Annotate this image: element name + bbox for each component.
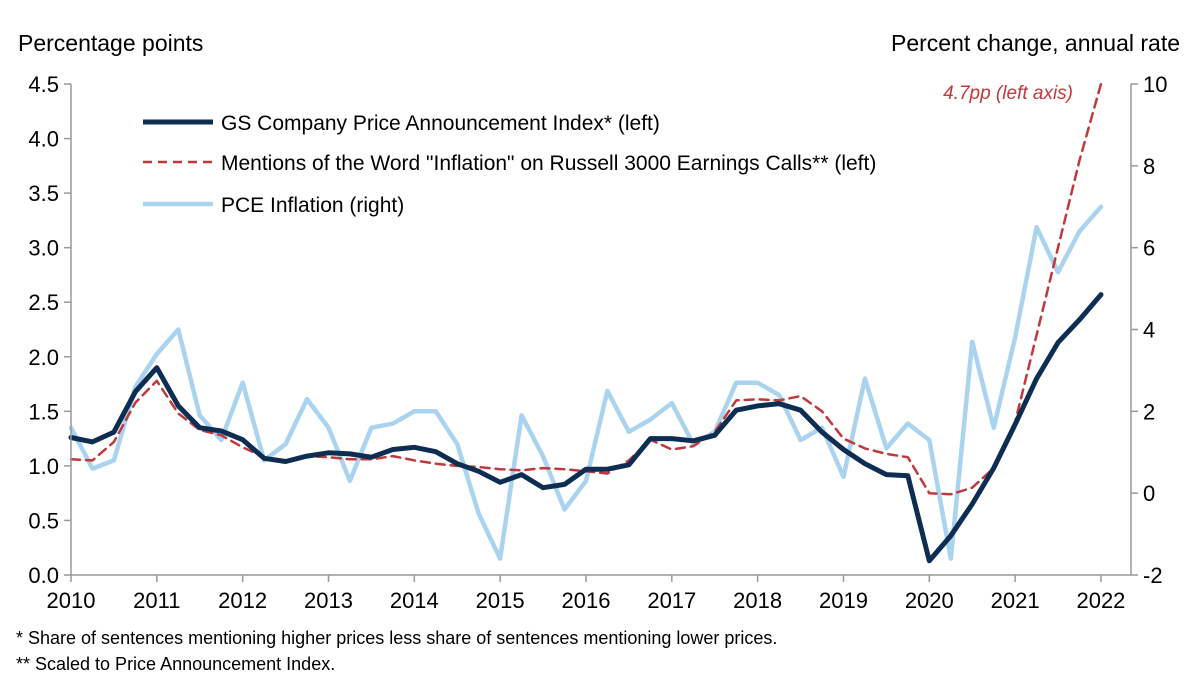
left-y-tick-label: 2.5 xyxy=(28,290,59,315)
right-y-tick-label: 10 xyxy=(1143,72,1167,97)
x-tick-label: 2015 xyxy=(476,588,525,613)
left-y-tick-label: 4.0 xyxy=(28,127,59,152)
x-tick-label: 2011 xyxy=(133,588,180,613)
series-layer xyxy=(68,82,1104,564)
x-tick-label: 2017 xyxy=(647,588,696,613)
x-tick-label: 2020 xyxy=(905,588,954,613)
right-axis-title: Percent change, annual rate xyxy=(891,30,1180,56)
footnote-2: ** Scaled to Price Announcement Index. xyxy=(16,654,336,674)
legend-label: PCE Inflation (right) xyxy=(221,194,404,217)
right-y-tick-label: 6 xyxy=(1143,236,1155,261)
left-y-tick-label: 3.5 xyxy=(28,181,59,206)
x-tick-label: 2019 xyxy=(819,588,868,613)
x-tick-label: 2012 xyxy=(218,588,267,613)
series-gs-price-announcement-line xyxy=(68,292,1104,564)
footnote-1: * Share of sentences mentioning higher p… xyxy=(16,628,778,648)
x-tick-label: 2013 xyxy=(304,588,353,613)
right-y-tick-label: 4 xyxy=(1143,318,1155,343)
right-y-tick-label: 0 xyxy=(1143,481,1155,506)
left-y-tick-label: 0.0 xyxy=(28,563,59,588)
x-tick-label: 2010 xyxy=(47,588,96,613)
left-y-tick-label: 3.0 xyxy=(28,236,59,261)
legend-label: Mentions of the Word "Inflation" on Russ… xyxy=(221,152,876,175)
right-y-tick-label: 8 xyxy=(1143,154,1155,179)
right-y-tick-label: 2 xyxy=(1143,399,1155,424)
x-tick-label: 2021 xyxy=(991,588,1040,613)
left-axis-title: Percentage points xyxy=(18,30,204,56)
left-y-tick-label: 4.5 xyxy=(28,72,59,97)
left-y-tick-label: 0.5 xyxy=(28,508,59,533)
legend-label: GS Company Price Announcement Index* (le… xyxy=(221,112,660,135)
left-y-tick-label: 1.5 xyxy=(28,399,59,424)
series-pce-inflation-line xyxy=(68,204,1104,561)
inflation-line-chart: 0.0 0.5 1.0 1.5 2.0 2.5 3.0 3.5 4.0 4.5 -2 0 2 4 6 8 10 2… xyxy=(28,72,1167,613)
left-y-tick-label: 2.0 xyxy=(28,345,59,370)
right-y-tick-label: -2 xyxy=(1143,563,1163,588)
left-y-tick-label: 1.0 xyxy=(28,454,59,479)
x-tick-label: 2016 xyxy=(562,588,611,613)
x-tick-label: 2014 xyxy=(390,588,439,613)
x-tick-label: 2018 xyxy=(733,588,782,613)
x-tick-label: 2022 xyxy=(1076,588,1125,613)
annotation-label: 4.7pp (left axis) xyxy=(943,83,1073,104)
axis-layer: 0.0 0.5 1.0 1.5 2.0 2.5 3.0 3.5 4.0 4.5 -2 0 2 4 6 8 10 2… xyxy=(28,72,1167,613)
legend: GS Company Price Announcement Index* (le… xyxy=(143,112,876,217)
